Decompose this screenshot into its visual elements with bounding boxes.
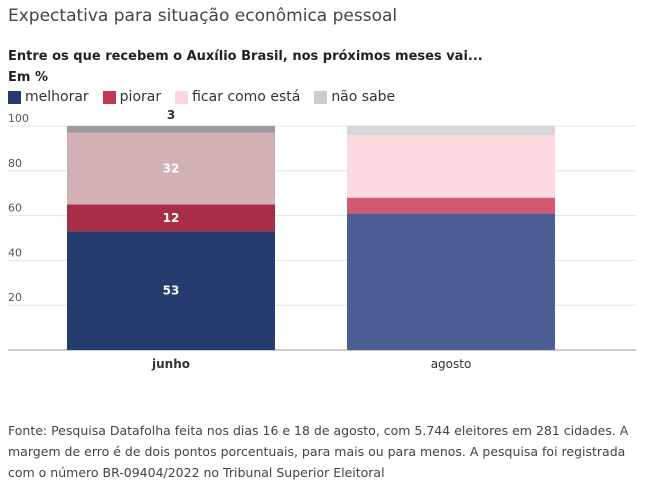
legend-item-melhorar: melhorar <box>8 89 89 105</box>
bar-segment-agosto-3 <box>347 126 555 135</box>
legend-label-nao-sabe: não sabe <box>331 89 396 105</box>
bar-segment-junho-0 <box>67 231 275 350</box>
stacked-bar-chart: 20 40 60 80 100 53 12 32 3 junho agosto <box>8 110 636 371</box>
legend-swatch-piorar <box>102 90 116 104</box>
chart-subtitle: Entre os que recebem o Auxílio Brasil, n… <box>8 49 483 64</box>
bar-segment-agosto-0 <box>347 213 555 350</box>
legend-swatch-nao-sabe <box>314 90 328 104</box>
chart-title: Expectativa para situação econômica pess… <box>8 6 398 26</box>
bar-segment-junho-1 <box>67 204 275 232</box>
y-tick-label-80: 80 <box>8 157 22 170</box>
legend-label-piorar: piorar <box>119 89 162 105</box>
data-label-junho-3: 3 <box>167 110 175 122</box>
legend-item-piorar: piorar <box>102 89 162 105</box>
legend: melhorar piorar ficar como está não sabe <box>8 89 409 105</box>
y-tick-label-20: 20 <box>8 291 22 304</box>
legend-swatch-melhorar <box>8 90 21 104</box>
data-label-junho-1: 12 <box>163 211 180 225</box>
unit-label: Em % <box>8 70 48 85</box>
bar-segment-junho-2 <box>67 132 275 205</box>
x-tick-label-agosto: agosto <box>431 357 472 371</box>
x-tick-label-junho: junho <box>151 357 190 371</box>
data-label-junho-2: 32 <box>163 162 180 176</box>
y-tick-label-100: 100 <box>8 112 29 125</box>
legend-label-melhorar: melhorar <box>25 89 89 105</box>
legend-label-ficar: ficar como está <box>192 89 301 105</box>
bar-segment-agosto-1 <box>347 197 555 214</box>
y-tick-label-40: 40 <box>8 246 22 259</box>
legend-item-nao-sabe: não sabe <box>314 89 395 105</box>
bar-segment-agosto-2 <box>347 134 555 198</box>
bar-segment-junho-3 <box>67 126 275 133</box>
legend-item-ficar: ficar como está <box>175 89 300 105</box>
source-note: Fonte: Pesquisa Datafolha feita nos dias… <box>8 423 629 480</box>
legend-swatch-ficar <box>175 90 189 104</box>
data-label-junho-0: 53 <box>163 284 180 298</box>
y-tick-label-60: 60 <box>8 202 22 215</box>
